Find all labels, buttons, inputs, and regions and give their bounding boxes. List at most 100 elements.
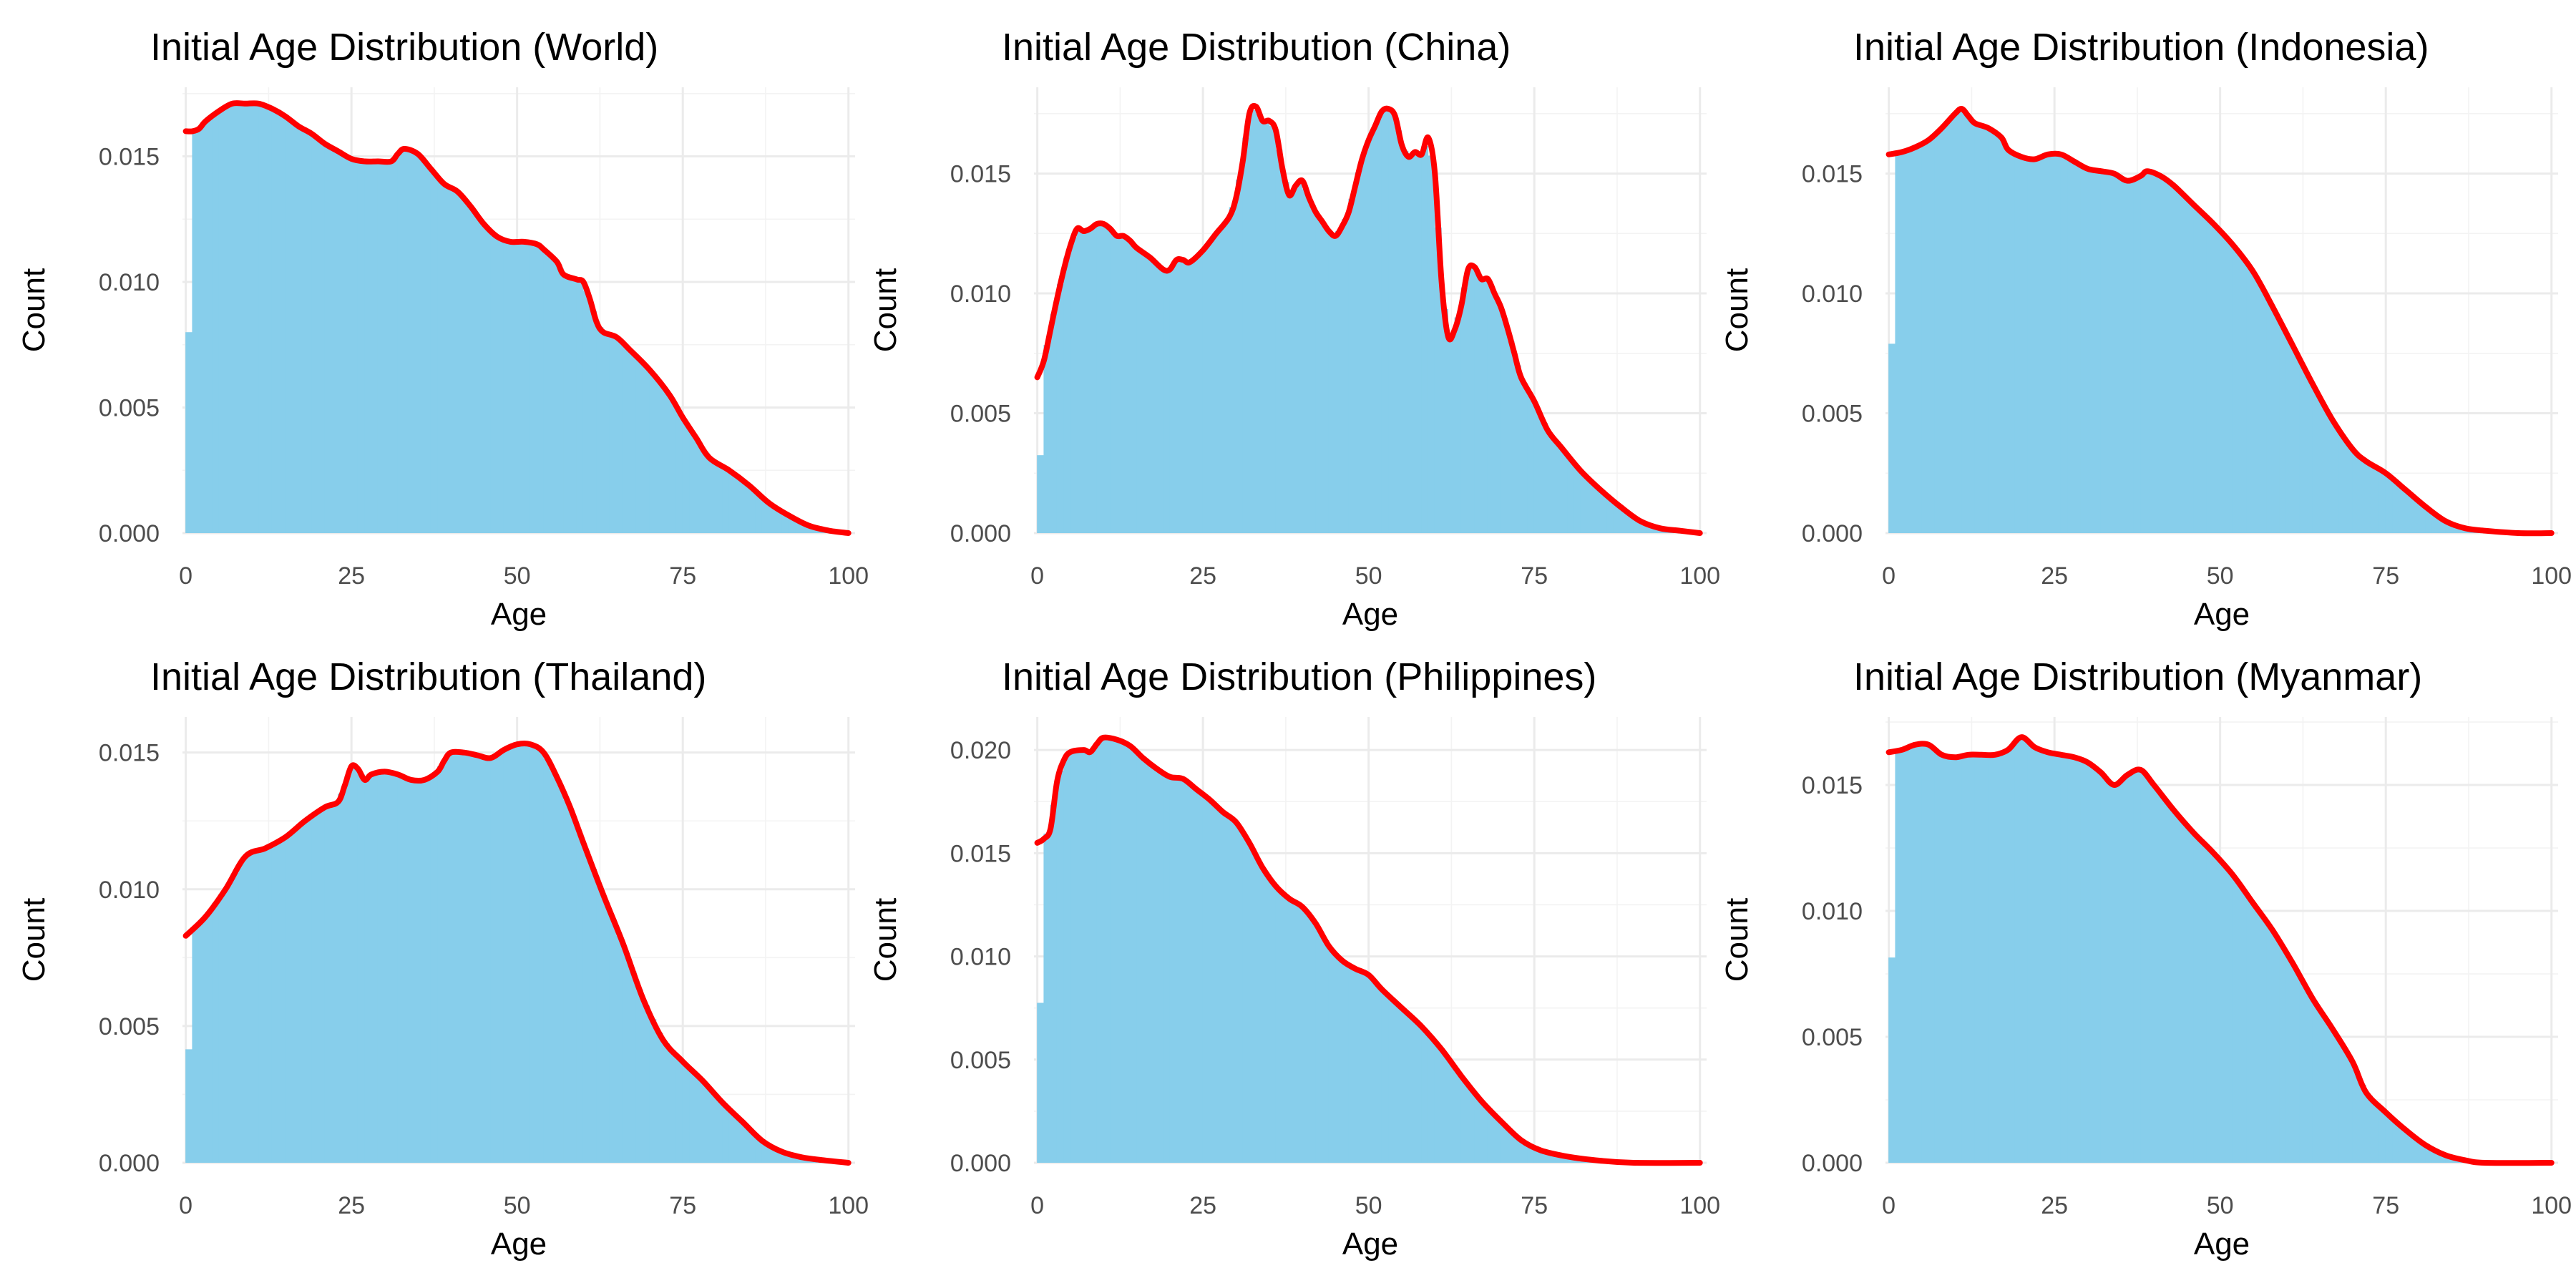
histogram-bar [722, 468, 730, 533]
chart-panel-3: 0.000 0.005 0.010 0.015 0 25 50 75 100 Age Count In… [16, 655, 869, 1262]
histogram-bar [1381, 109, 1389, 533]
histogram-bar [1915, 744, 1923, 1163]
histogram-bar [205, 912, 213, 1163]
histogram-bar [265, 107, 273, 534]
histogram-bar [2087, 169, 2094, 533]
histogram-bar [1487, 286, 1495, 533]
histogram-bar [1096, 223, 1104, 533]
histogram-bar [278, 839, 286, 1163]
histogram-bar [1043, 833, 1051, 1163]
histogram-bar [1129, 748, 1137, 1163]
x-tick-label: 25 [1189, 1192, 1216, 1219]
histogram-bar [543, 252, 551, 533]
histogram-bar [1600, 492, 1608, 533]
histogram-bar [2200, 842, 2207, 1163]
histogram-bar [1606, 498, 1614, 533]
histogram-bar [1361, 973, 1369, 1163]
histogram-bar [2034, 157, 2041, 533]
histogram-bar [198, 919, 206, 1163]
histogram-bar [1070, 237, 1078, 533]
x-tick-label: 0 [179, 562, 192, 590]
histogram-bar [2233, 250, 2240, 533]
histogram-bar [742, 1125, 749, 1163]
histogram-bar [1275, 889, 1283, 1163]
histogram-bar [576, 834, 584, 1163]
histogram-bar [424, 165, 431, 533]
histogram-bar [185, 1049, 193, 1163]
histogram-bar [483, 227, 491, 533]
histogram-bar [2293, 352, 2300, 533]
histogram-bar [1096, 741, 1104, 1163]
histogram-bar [2133, 771, 2141, 1163]
histogram-bar [523, 744, 531, 1163]
panel-title: Initial Age Distribution (Philippines) [1002, 655, 1596, 698]
histogram-bar [444, 185, 452, 533]
histogram-bar [218, 894, 226, 1163]
histogram-bar [1895, 750, 1903, 1163]
histogram-bar [1428, 1038, 1435, 1163]
y-tick-label: 0.000 [1802, 520, 1863, 547]
histogram-bar [397, 776, 405, 1163]
histogram-bar [1895, 152, 1903, 534]
histogram-bar [1176, 260, 1184, 533]
histogram-bar [2153, 175, 2161, 533]
histogram-bar [1487, 1111, 1495, 1163]
histogram-bar [1255, 113, 1263, 533]
histogram-bar [417, 779, 425, 1163]
histogram-bar [1921, 142, 1929, 534]
histogram-bar [1050, 313, 1058, 533]
histogram-bar [1163, 269, 1170, 533]
histogram-bar [2233, 880, 2240, 1163]
histogram-bar [258, 849, 265, 1163]
histogram-bar [2319, 402, 2326, 533]
y-tick-label: 0.010 [1802, 898, 1863, 925]
histogram-bar [2273, 314, 2280, 533]
histogram-bar [2405, 1132, 2413, 1163]
histogram-bar [2266, 926, 2273, 1163]
histogram-bar [616, 340, 623, 533]
histogram-bar [1050, 804, 1058, 1163]
x-tick-label: 75 [2372, 1192, 2399, 1219]
histogram-bar [2186, 201, 2194, 533]
histogram-bar [311, 136, 318, 533]
y-tick-label: 0.005 [1802, 401, 1863, 428]
histogram-bar [1136, 250, 1143, 533]
histogram-bar [2080, 761, 2088, 1163]
histogram-bar [2193, 208, 2201, 533]
histogram-bar [2160, 797, 2167, 1163]
histogram-bar [2346, 444, 2353, 533]
histogram-bar [285, 834, 292, 1163]
histogram-bar [1626, 514, 1634, 533]
histogram-bar [1921, 744, 1929, 1163]
histogram-bar [2285, 339, 2293, 533]
histogram-bar [1888, 957, 1896, 1163]
histogram-bar [1209, 802, 1216, 1163]
histogram-bar [2087, 764, 2094, 1163]
histogram-bar [1888, 343, 1896, 533]
histogram-bar [682, 1065, 690, 1163]
histogram-bar [1639, 522, 1647, 533]
histogram-bar [450, 752, 458, 1163]
histogram-bar [2352, 452, 2360, 533]
histogram-bar [2021, 157, 2029, 533]
histogram-bar [689, 432, 696, 533]
density-line [182, 741, 852, 1166]
histogram-bar [1441, 308, 1448, 533]
histogram-bar [2299, 981, 2307, 1163]
histogram-bar [1129, 244, 1137, 533]
histogram-bar [1421, 146, 1429, 533]
y-tick-label: 0.005 [1802, 1024, 1863, 1051]
histogram-bar [509, 241, 517, 533]
histogram-bar [331, 803, 338, 1163]
histogram-bar [1342, 219, 1350, 533]
histogram-bar [1375, 985, 1382, 1163]
histogram-bar [1063, 756, 1071, 1163]
histogram-bar [1083, 230, 1091, 533]
histogram-bar [291, 829, 299, 1163]
histogram-bar [537, 750, 544, 1163]
histogram-bar [2365, 463, 2373, 533]
histogram-bar [1037, 455, 1045, 533]
histogram-bar [1480, 278, 1488, 533]
y-tick-label: 0.000 [950, 1150, 1011, 1177]
histogram-bar [483, 757, 491, 1163]
